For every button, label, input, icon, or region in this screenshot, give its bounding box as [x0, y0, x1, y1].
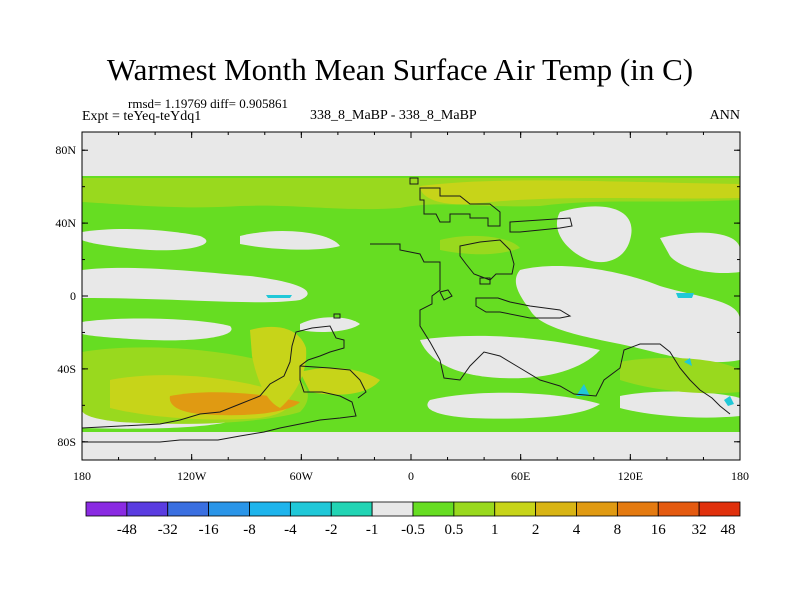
coastline-south-america — [370, 243, 731, 415]
x-tick-label: 60W — [290, 469, 314, 483]
case-label: 338_8_MaBP - 338_8_MaBP — [310, 108, 477, 123]
field-south-hot — [169, 392, 300, 416]
colorbar-swatch — [412, 501, 455, 517]
field-cool-spot — [676, 293, 694, 298]
coastlines — [82, 177, 731, 443]
field-cool-spot — [684, 358, 692, 366]
field-white-patch — [82, 229, 207, 251]
field-white-patch — [620, 391, 740, 418]
x-tick-label: 60E — [511, 469, 530, 483]
field-sa-warm — [300, 367, 380, 395]
colorbar-label: 1 — [491, 522, 499, 538]
x-ticks: 180 120W 60W 0 60E 120E 180 — [73, 132, 749, 483]
field-white-patch — [82, 267, 308, 303]
field-ind-warm — [620, 357, 740, 394]
colorbar-label: 32 — [692, 522, 707, 538]
x-tick-label: 180 — [731, 469, 749, 483]
y-tick-label: 40S — [57, 362, 76, 376]
field-white-patch — [427, 392, 600, 419]
colorbar-swatch — [453, 501, 496, 517]
colorbar-label: -2 — [325, 522, 338, 538]
field-white-patch — [82, 318, 232, 341]
colorbar-swatch — [85, 501, 128, 517]
field-north-warm — [420, 180, 740, 205]
colorbar-label: -0.5 — [401, 522, 425, 538]
colorbar: -48 -32 -16 -8 -4 -2 -1 -0.5 0.5 1 2 4 8 16 32 48 — [85, 501, 741, 538]
field-white-patch — [660, 232, 740, 274]
y-tick-label: 0 — [70, 289, 76, 303]
field-white-patch — [240, 231, 340, 250]
chart-title: Warmest Month Mean Surface Air Temp (in … — [106, 52, 694, 87]
experiment-label: Expt = teYeq-teYdq1 — [82, 109, 202, 124]
coastline-antarctic-peninsula — [82, 325, 357, 443]
colorbar-swatch — [494, 501, 537, 517]
coastline-north-america — [419, 187, 501, 227]
map-field — [82, 132, 740, 460]
colorbar-label: -48 — [117, 522, 137, 538]
colorbar-swatch — [616, 501, 659, 517]
colorbar-swatch — [249, 501, 291, 517]
coastline-patagonia — [299, 365, 367, 399]
colorbar-swatch — [289, 501, 332, 517]
colorbar-swatch — [576, 501, 618, 517]
colorbar-swatch — [126, 501, 169, 517]
y-tick-label: 40N — [55, 216, 76, 230]
y-tick-label: 80N — [55, 143, 76, 157]
colorbar-swatch — [330, 501, 373, 517]
coastline-small-island — [479, 277, 491, 285]
y-tick-label: 80S — [57, 435, 76, 449]
colorbar-label: -8 — [243, 522, 256, 538]
x-tick-label: 120E — [618, 469, 643, 483]
coastline-africa-south — [475, 297, 572, 319]
field-north-cap — [82, 132, 740, 176]
field-cool-spot — [724, 396, 734, 406]
colorbar-label: 4 — [573, 522, 581, 538]
coastline-small-island — [439, 289, 453, 301]
colorbar-label: -4 — [284, 522, 297, 538]
colorbar-label: -1 — [366, 522, 379, 538]
coastline-small-island — [409, 177, 419, 185]
coastline-small-island — [333, 313, 341, 319]
colorbar-swatch — [208, 501, 250, 517]
field-white-patch — [556, 206, 632, 263]
field-white-patch — [300, 317, 360, 332]
colorbar-label: -16 — [199, 522, 219, 538]
colorbar-label: 48 — [721, 522, 736, 538]
stats-line: rmsd= 1.19769 diff= 0.905861 — [128, 96, 288, 111]
colorbar-swatch — [698, 501, 741, 517]
colorbar-label: -32 — [158, 522, 178, 538]
x-tick-label: 0 — [408, 469, 414, 483]
coastline-africa — [459, 239, 515, 281]
colorbar-label: 2 — [532, 522, 540, 538]
colorbar-swatch — [167, 501, 210, 517]
colorbar-label: 8 — [614, 522, 622, 538]
colorbar-swatch — [657, 501, 700, 517]
field-white-patch — [515, 265, 740, 363]
y-ticks: 80N 40N 0 40S 80S — [55, 143, 740, 449]
x-tick-label: 180 — [73, 469, 91, 483]
colorbar-swatch — [535, 501, 577, 517]
colorbar-label: 0.5 — [445, 522, 464, 538]
colorbar-swatch — [371, 501, 414, 517]
colorbar-label: 16 — [651, 522, 667, 538]
field-cool-spot — [576, 384, 590, 396]
field-cool-spot — [266, 295, 292, 298]
x-tick-label: 120W — [177, 469, 207, 483]
field-white-patch — [420, 335, 600, 379]
field-south-cap — [82, 432, 740, 460]
coastline-eurasia-west — [509, 217, 573, 233]
season-label: ANN — [709, 108, 740, 123]
